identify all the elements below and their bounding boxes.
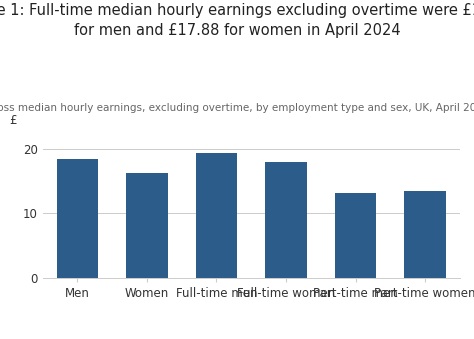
Bar <box>56 159 98 278</box>
Bar <box>404 191 446 278</box>
Text: Gross median hourly earnings, excluding overtime, by employment type and sex, UK: Gross median hourly earnings, excluding … <box>0 103 474 113</box>
Bar <box>196 154 237 278</box>
Text: £: £ <box>9 114 17 127</box>
Bar <box>265 162 307 278</box>
Bar <box>126 173 168 278</box>
Text: Figure 1: Full-time median hourly earnings excluding overtime were £19.24
for me: Figure 1: Full-time median hourly earnin… <box>0 3 474 38</box>
Bar <box>335 193 376 278</box>
